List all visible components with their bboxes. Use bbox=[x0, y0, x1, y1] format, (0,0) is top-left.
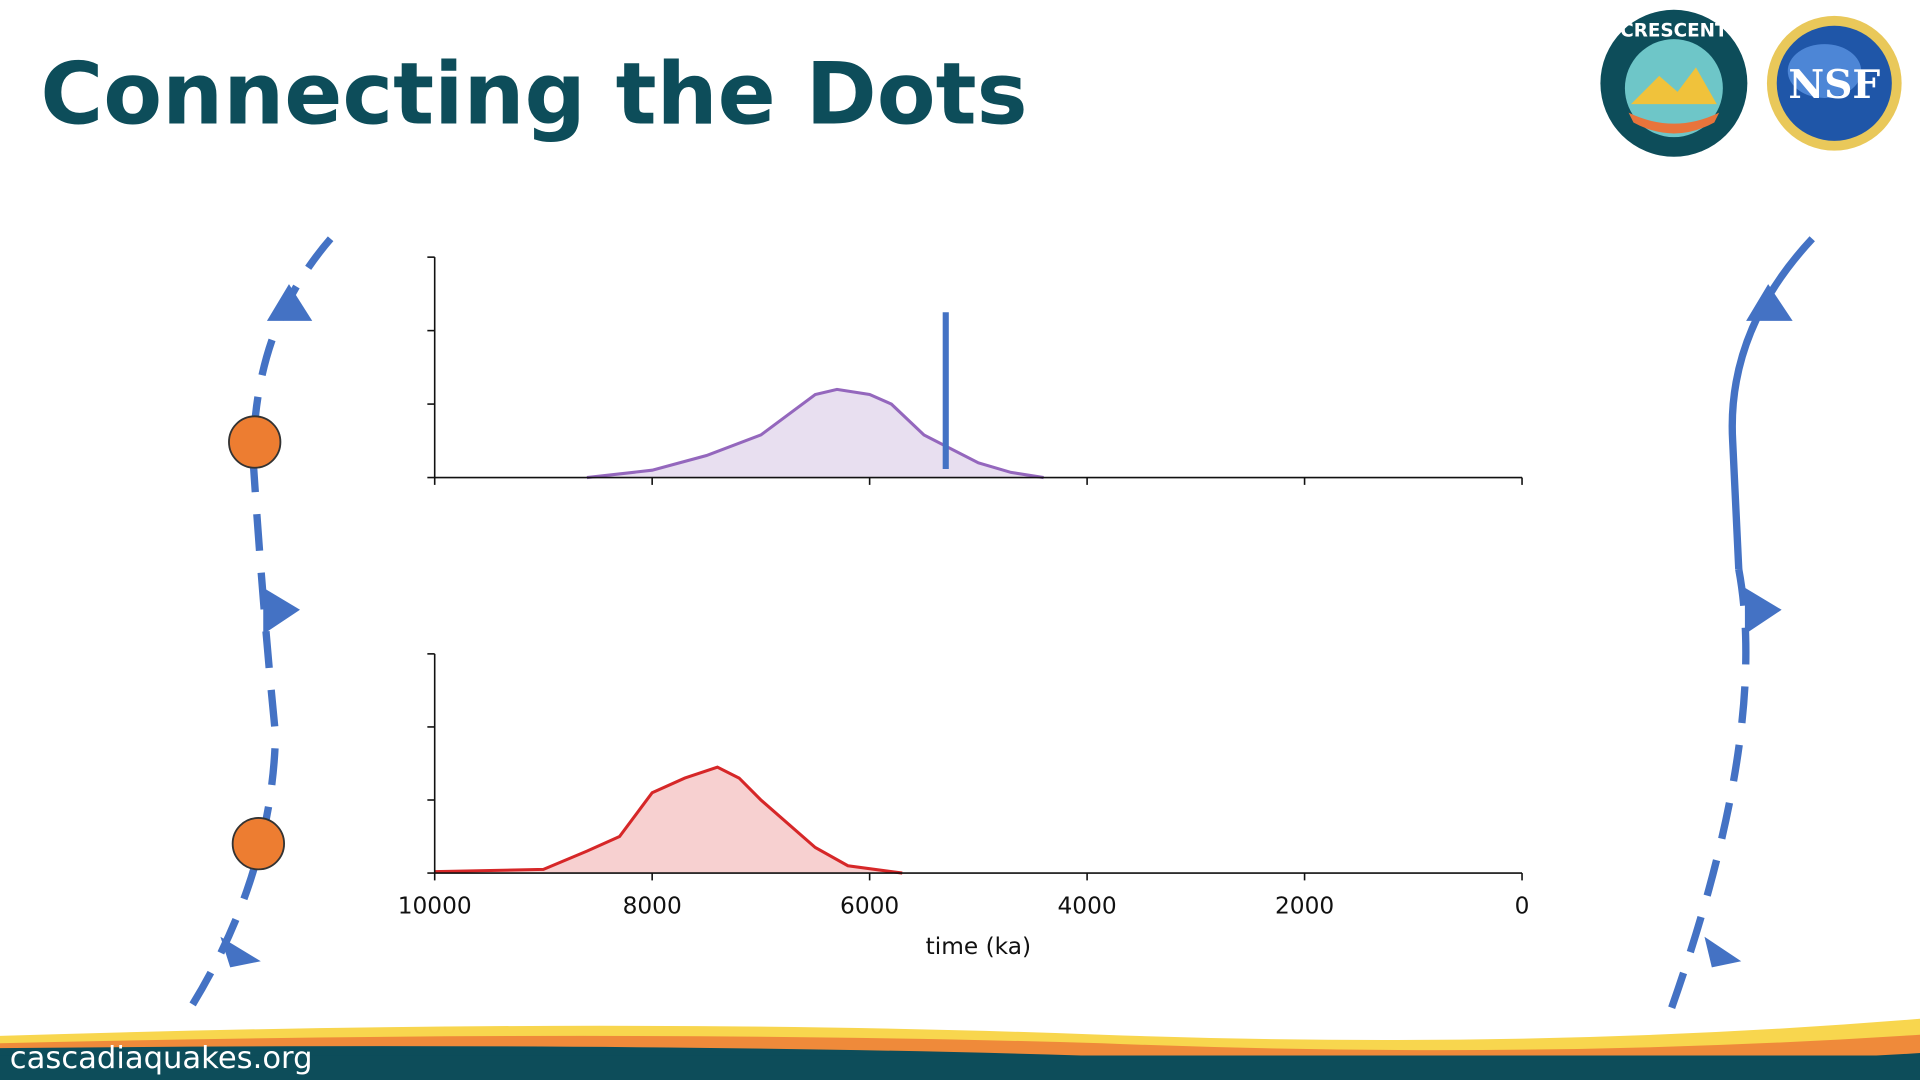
x-tick-label: 10000 bbox=[398, 892, 472, 919]
x-tick-label: 8000 bbox=[623, 892, 682, 919]
footer-url: cascadiaquakes.org bbox=[10, 1041, 313, 1076]
x-axis-label: time (ka) bbox=[926, 933, 1031, 960]
logo-text: NSF bbox=[1788, 62, 1880, 108]
charts: 10000 8000 6000 4000 2000 0 time (ka) bbox=[398, 256, 1530, 960]
slide-title: Connecting the Dots bbox=[40, 45, 1027, 145]
event-dot bbox=[228, 415, 282, 469]
x-tick-label: 4000 bbox=[1058, 892, 1117, 919]
density-fill bbox=[434, 767, 903, 874]
x-tick-label: 2000 bbox=[1275, 892, 1334, 919]
cycle-arrows bbox=[180, 236, 1815, 1021]
nsf-logo: NSF bbox=[1766, 15, 1902, 151]
logo-text: CRESCENT bbox=[1620, 21, 1728, 42]
event-dot bbox=[231, 817, 286, 871]
density-line bbox=[586, 387, 1044, 480]
arrow-heads bbox=[220, 284, 1793, 968]
density-line bbox=[434, 765, 903, 875]
footer-band bbox=[0, 1018, 1920, 1080]
x-tick-label: 0 bbox=[1515, 892, 1530, 919]
crescent-logo: CRESCENT bbox=[1600, 9, 1748, 157]
x-tick-label: 6000 bbox=[840, 892, 899, 919]
density-fill bbox=[586, 389, 1044, 478]
